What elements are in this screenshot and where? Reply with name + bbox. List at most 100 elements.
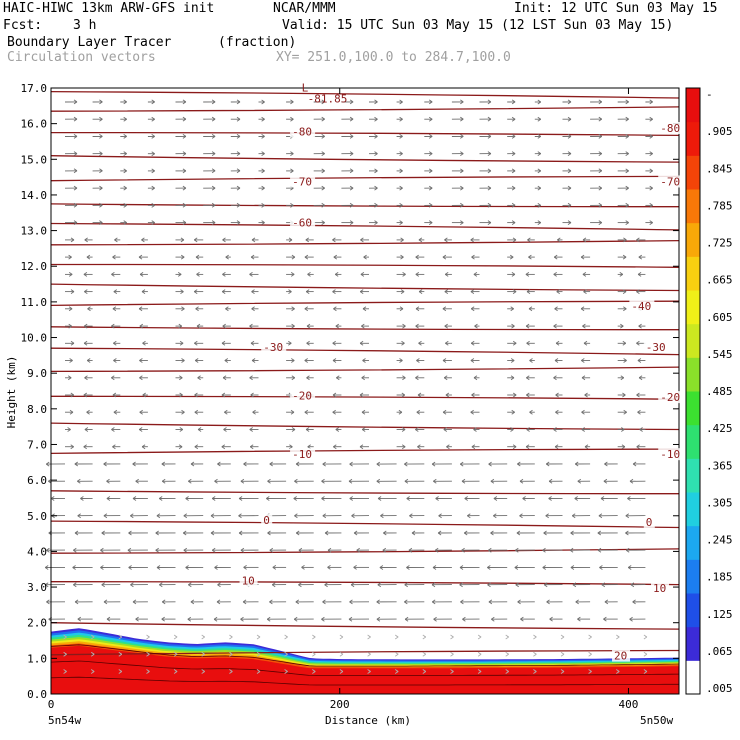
colorbar-label: .305 <box>706 496 733 509</box>
vector-head <box>221 392 226 398</box>
vector-head <box>70 340 75 346</box>
valid-time: Valid: 15 UTC Sun 03 May 15 (12 LST Sun … <box>282 18 674 33</box>
vector-head <box>70 289 75 294</box>
vector-arrow <box>286 272 295 277</box>
vector-head <box>304 254 309 260</box>
vector-arrow <box>396 427 406 432</box>
vector-head <box>87 306 91 312</box>
vector-head <box>69 358 73 363</box>
tracer-core <box>51 645 679 694</box>
vector-head <box>249 323 253 329</box>
vector-head <box>123 203 127 208</box>
vector-head <box>490 530 494 536</box>
x-tick-label: 0 <box>48 698 55 711</box>
vector-head <box>261 203 265 208</box>
vector-head <box>511 151 516 156</box>
vector-head <box>250 392 254 398</box>
contour-label-bg <box>643 341 669 354</box>
vector-head <box>238 513 242 519</box>
vector-head <box>304 409 309 415</box>
vector-head <box>99 116 103 122</box>
vector-arrow <box>451 134 464 139</box>
vector-arrow <box>139 375 148 381</box>
vector-arrow <box>616 634 620 640</box>
vector-head <box>374 116 378 122</box>
vector-arrow <box>84 289 93 294</box>
vector-arrow <box>249 375 259 381</box>
vector-arrow <box>197 375 204 381</box>
vector-arrow <box>379 565 397 570</box>
vector-head <box>290 99 294 105</box>
vector-arrow <box>113 358 121 363</box>
vector-arrow <box>534 151 542 156</box>
vector-arrow <box>118 651 123 657</box>
vector-arrow <box>639 427 646 432</box>
vector-arrow <box>507 237 517 243</box>
vector-arrow <box>362 306 369 312</box>
vector-head <box>461 478 466 484</box>
vector-arrow <box>269 547 287 553</box>
vector-arrow <box>304 358 314 363</box>
vector-head <box>428 220 433 225</box>
vector-head <box>177 272 182 277</box>
isotherm-line <box>50 106 680 112</box>
vector-arrow <box>158 496 176 501</box>
vector-head <box>118 634 123 640</box>
vector-arrow <box>258 116 265 122</box>
vector-arrow <box>569 547 591 553</box>
vector-arrow <box>92 134 103 139</box>
vector-head <box>261 116 265 122</box>
vector-head <box>123 134 127 139</box>
vector-arrow <box>471 392 480 398</box>
vector-head <box>444 323 448 329</box>
contour-label-bg <box>261 514 273 527</box>
vector-arrow <box>101 530 121 536</box>
low-marker: L <box>302 81 309 94</box>
vector-arrow <box>286 409 295 415</box>
vector-head <box>348 616 353 622</box>
vector-head <box>649 99 653 105</box>
vector-arrow <box>77 513 93 519</box>
field-units: (fraction) <box>218 35 297 50</box>
vector-arrow <box>548 496 563 501</box>
vector-arrow <box>341 202 354 208</box>
vector-head <box>70 392 75 398</box>
vector-head <box>487 582 491 588</box>
vector-arrow <box>461 547 480 553</box>
vector-arrow <box>214 478 231 484</box>
vector-arrow <box>528 306 535 312</box>
vector-arrow <box>333 444 342 450</box>
vector-arrow <box>396 99 403 105</box>
vector-arrow <box>396 237 404 243</box>
y-tick-label: 10.0 <box>21 332 48 345</box>
vector-head <box>470 340 475 346</box>
vector-head <box>353 530 358 536</box>
vector-head <box>236 134 241 139</box>
contour-label-bg <box>629 300 655 313</box>
vector-head <box>580 306 585 312</box>
vector-head <box>201 669 205 674</box>
vector-arrow <box>286 116 294 122</box>
vector-arrow <box>321 496 342 501</box>
vector-head <box>361 427 366 432</box>
vector-arrow <box>572 582 591 588</box>
vector-arrow <box>64 202 78 208</box>
vector-head <box>359 444 364 450</box>
vector-arrow <box>194 340 204 346</box>
vector-head <box>623 409 627 415</box>
vector-arrow <box>100 547 121 553</box>
contour-label-bg <box>612 649 631 662</box>
vector-head <box>444 272 449 277</box>
vector-arrow <box>63 651 67 657</box>
vector-arrow <box>479 202 492 208</box>
vector-head <box>616 669 620 674</box>
vector-head <box>428 151 433 156</box>
vector-head <box>335 323 340 329</box>
vector-head <box>598 168 603 174</box>
vector-head <box>229 669 233 674</box>
vector-head <box>182 220 187 225</box>
vector-arrow <box>636 392 646 398</box>
vector-arrow <box>201 669 205 674</box>
vector-head <box>187 616 192 622</box>
vector-head <box>298 582 302 588</box>
